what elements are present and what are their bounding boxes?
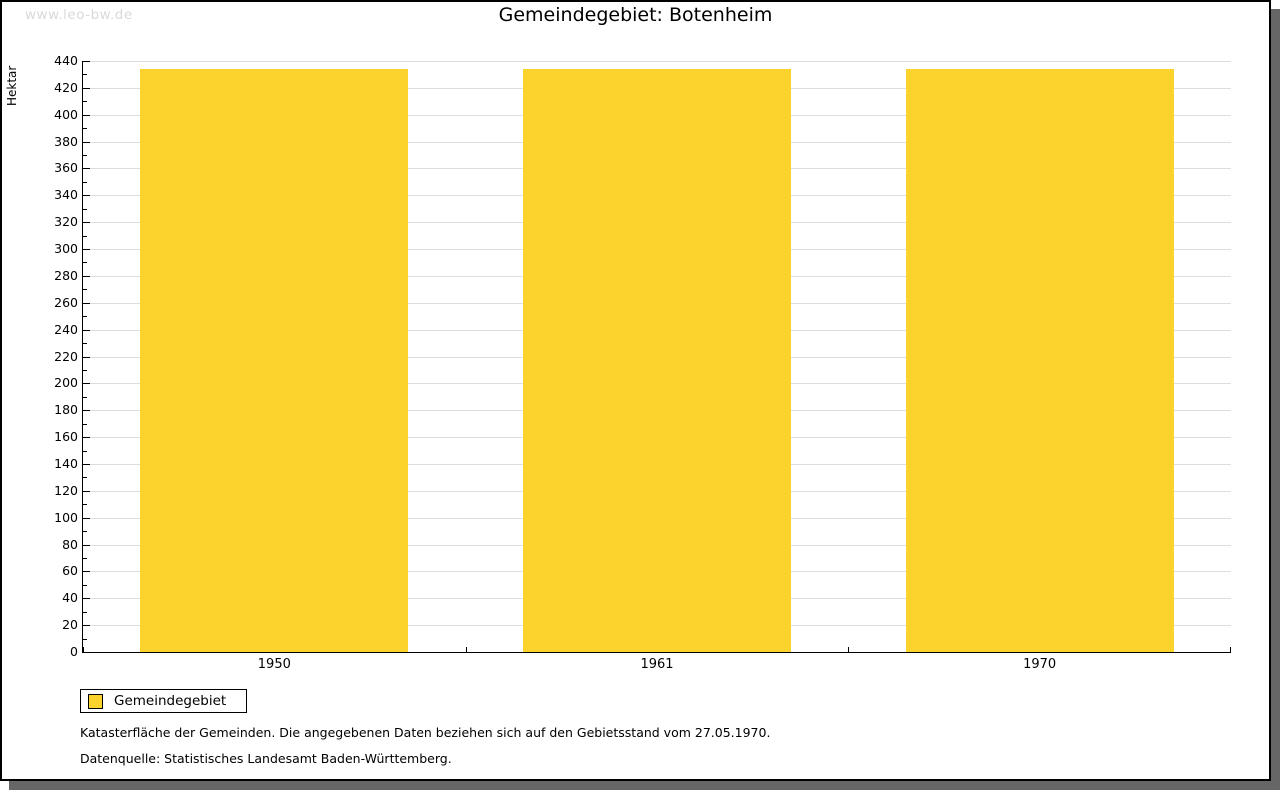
minor-ytick-370 <box>83 155 87 156</box>
major-ytick-340 <box>83 195 90 196</box>
ytick-label-20: 20 <box>62 617 78 632</box>
major-ytick-180 <box>83 410 90 411</box>
major-ytick-20 <box>83 625 90 626</box>
minor-ytick-90 <box>83 531 87 532</box>
minor-ytick-390 <box>83 128 87 129</box>
x-axis-boundary-tick-3 <box>1230 647 1231 652</box>
minor-ytick-210 <box>83 370 87 371</box>
ytick-label-60: 60 <box>62 563 78 578</box>
ytick-label-0: 0 <box>70 644 78 659</box>
minor-ytick-350 <box>83 182 87 183</box>
major-ytick-440 <box>83 61 90 62</box>
minor-ytick-110 <box>83 504 87 505</box>
ytick-label-180: 180 <box>54 402 78 417</box>
ytick-label-280: 280 <box>54 268 78 283</box>
x-axis-boundary-tick-1 <box>466 647 467 652</box>
major-ytick-220 <box>83 357 90 358</box>
ytick-label-40: 40 <box>62 590 78 605</box>
major-ytick-360 <box>83 168 90 169</box>
minor-ytick-170 <box>83 424 87 425</box>
minor-ytick-290 <box>83 262 87 263</box>
ytick-label-80: 80 <box>62 537 78 552</box>
x-axis-boundary-tick-0 <box>83 647 84 652</box>
ytick-label-400: 400 <box>54 107 78 122</box>
major-ytick-380 <box>83 142 90 143</box>
ytick-label-380: 380 <box>54 134 78 149</box>
ytick-label-140: 140 <box>54 456 78 471</box>
minor-ytick-430 <box>83 74 87 75</box>
major-ytick-240 <box>83 330 90 331</box>
ytick-label-360: 360 <box>54 160 78 175</box>
minor-ytick-310 <box>83 236 87 237</box>
major-ytick-140 <box>83 464 90 465</box>
minor-ytick-270 <box>83 289 87 290</box>
bar-1961 <box>523 69 791 652</box>
minor-ytick-30 <box>83 612 87 613</box>
ytick-label-320: 320 <box>54 214 78 229</box>
ytick-label-220: 220 <box>54 349 78 364</box>
major-ytick-320 <box>83 222 90 223</box>
footnote-source: Datenquelle: Statistisches Landesamt Bad… <box>80 751 452 766</box>
ytick-label-340: 340 <box>54 187 78 202</box>
minor-ytick-330 <box>83 209 87 210</box>
ytick-label-260: 260 <box>54 295 78 310</box>
minor-ytick-250 <box>83 316 87 317</box>
minor-ytick-50 <box>83 585 87 586</box>
major-ytick-200 <box>83 383 90 384</box>
major-ytick-280 <box>83 276 90 277</box>
ytick-label-100: 100 <box>54 510 78 525</box>
major-ytick-40 <box>83 598 90 599</box>
minor-ytick-230 <box>83 343 87 344</box>
ytick-label-240: 240 <box>54 322 78 337</box>
major-ytick-80 <box>83 545 90 546</box>
ytick-label-300: 300 <box>54 241 78 256</box>
footnote-description: Katasterfläche der Gemeinden. Die angege… <box>80 725 771 740</box>
minor-ytick-410 <box>83 101 87 102</box>
major-ytick-0 <box>83 652 90 653</box>
major-ytick-100 <box>83 518 90 519</box>
chart-title: Gemeindegebiet: Botenheim <box>498 4 773 26</box>
xtick-label-1970: 1970 <box>1023 657 1057 672</box>
ytick-label-420: 420 <box>54 80 78 95</box>
xtick-label-1961: 1961 <box>640 657 674 672</box>
gridline-y-440 <box>83 61 1231 62</box>
ytick-label-120: 120 <box>54 483 78 498</box>
legend-swatch-gemeindegebiet <box>88 693 103 709</box>
legend: Gemeindegebiet <box>80 689 248 713</box>
bar-1950 <box>140 69 408 652</box>
ytick-label-440: 440 <box>54 53 78 68</box>
major-ytick-160 <box>83 437 90 438</box>
major-ytick-60 <box>83 571 90 572</box>
plot-area <box>82 61 1231 653</box>
minor-ytick-150 <box>83 451 87 452</box>
major-ytick-260 <box>83 303 90 304</box>
major-ytick-300 <box>83 249 90 250</box>
ytick-label-200: 200 <box>54 375 78 390</box>
xtick-label-1950: 1950 <box>257 657 291 672</box>
major-ytick-420 <box>83 88 90 89</box>
bar-1970 <box>906 69 1174 652</box>
legend-label: Gemeindegebiet <box>114 693 227 709</box>
minor-ytick-130 <box>83 477 87 478</box>
ytick-label-160: 160 <box>54 429 78 444</box>
y-axis-label: Hektar <box>5 65 19 106</box>
minor-ytick-70 <box>83 558 87 559</box>
major-ytick-120 <box>83 491 90 492</box>
major-ytick-400 <box>83 115 90 116</box>
watermark: www.leo-bw.de <box>25 7 133 23</box>
minor-ytick-190 <box>83 397 87 398</box>
minor-ytick-10 <box>83 639 87 640</box>
x-axis-boundary-tick-2 <box>848 647 849 652</box>
